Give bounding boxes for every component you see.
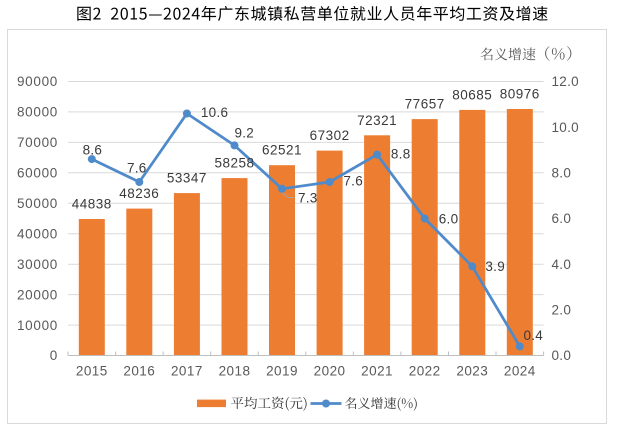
svg-text:0.0: 0.0 [552, 348, 572, 363]
svg-text:2023: 2023 [456, 364, 488, 379]
svg-text:10000: 10000 [17, 318, 58, 333]
svg-text:2.0: 2.0 [552, 303, 572, 318]
svg-text:80685: 80685 [452, 87, 492, 102]
svg-text:72321: 72321 [357, 113, 397, 128]
svg-text:70000: 70000 [17, 135, 58, 150]
svg-text:8.6: 8.6 [83, 142, 103, 157]
svg-text:4.0: 4.0 [552, 257, 572, 272]
svg-text:48236: 48236 [119, 186, 159, 201]
svg-text:20000: 20000 [17, 287, 58, 302]
svg-text:0: 0 [50, 348, 58, 363]
svg-text:50000: 50000 [17, 196, 58, 211]
svg-text:8.8: 8.8 [391, 146, 411, 161]
svg-text:77657: 77657 [405, 97, 445, 112]
svg-text:67302: 67302 [310, 128, 350, 143]
svg-text:90000: 90000 [17, 74, 58, 89]
svg-text:10.0: 10.0 [552, 120, 579, 135]
svg-text:2015: 2015 [76, 364, 108, 379]
svg-text:10.6: 10.6 [201, 105, 228, 120]
svg-text:2016: 2016 [123, 364, 155, 379]
svg-text:44838: 44838 [72, 197, 112, 212]
svg-text:60000: 60000 [17, 166, 58, 181]
svg-text:2022: 2022 [409, 364, 441, 379]
svg-text:8.0: 8.0 [552, 166, 572, 181]
svg-text:6.0: 6.0 [439, 212, 459, 227]
svg-text:6.0: 6.0 [552, 211, 572, 226]
svg-text:3.9: 3.9 [485, 259, 505, 274]
svg-text:80000: 80000 [17, 105, 58, 120]
svg-text:9.2: 9.2 [234, 126, 254, 141]
svg-text:58258: 58258 [214, 156, 254, 171]
svg-text:2017: 2017 [171, 364, 203, 379]
svg-text:30000: 30000 [17, 257, 58, 272]
svg-text:62521: 62521 [262, 143, 302, 158]
svg-text:80976: 80976 [500, 87, 540, 102]
svg-text:7.6: 7.6 [343, 174, 363, 189]
svg-text:7.6: 7.6 [127, 161, 147, 176]
svg-text:12.0: 12.0 [552, 74, 579, 89]
svg-text:2019: 2019 [266, 364, 298, 379]
svg-text:2021: 2021 [361, 364, 393, 379]
svg-text:2024: 2024 [504, 364, 536, 379]
svg-text:2020: 2020 [314, 364, 346, 379]
svg-text:7.3: 7.3 [298, 191, 318, 206]
svg-text:53347: 53347 [167, 171, 207, 186]
svg-text:0.4: 0.4 [523, 328, 543, 343]
svg-text:2018: 2018 [219, 364, 251, 379]
svg-text:40000: 40000 [17, 226, 58, 241]
